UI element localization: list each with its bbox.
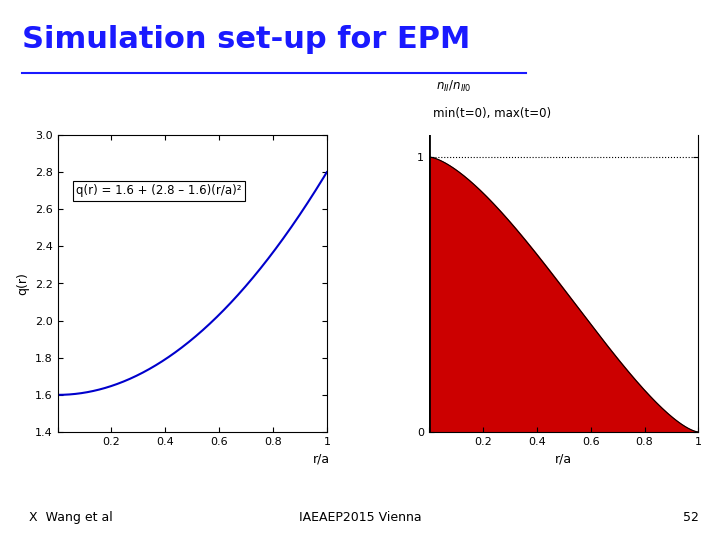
Text: r/a: r/a <box>312 453 330 466</box>
Text: IAEAEP2015 Vienna: IAEAEP2015 Vienna <box>299 511 421 524</box>
Y-axis label: q(r): q(r) <box>17 272 30 295</box>
Text: IPP: IPP <box>564 36 602 56</box>
Text: q(r) = 1.6 + (2.8 – 1.6)(r/a)²: q(r) = 1.6 + (2.8 – 1.6)(r/a)² <box>76 184 242 198</box>
Text: Simulation set-up for EPM: Simulation set-up for EPM <box>22 25 470 54</box>
Text: $n_{II}/n_{II0}$: $n_{II}/n_{II0}$ <box>436 79 472 94</box>
Text: 52: 52 <box>683 511 698 524</box>
X-axis label: r/a: r/a <box>555 453 572 465</box>
Text: X  Wang et al: X Wang et al <box>29 511 112 524</box>
Text: min(t=0), max(t=0): min(t=0), max(t=0) <box>433 107 551 120</box>
